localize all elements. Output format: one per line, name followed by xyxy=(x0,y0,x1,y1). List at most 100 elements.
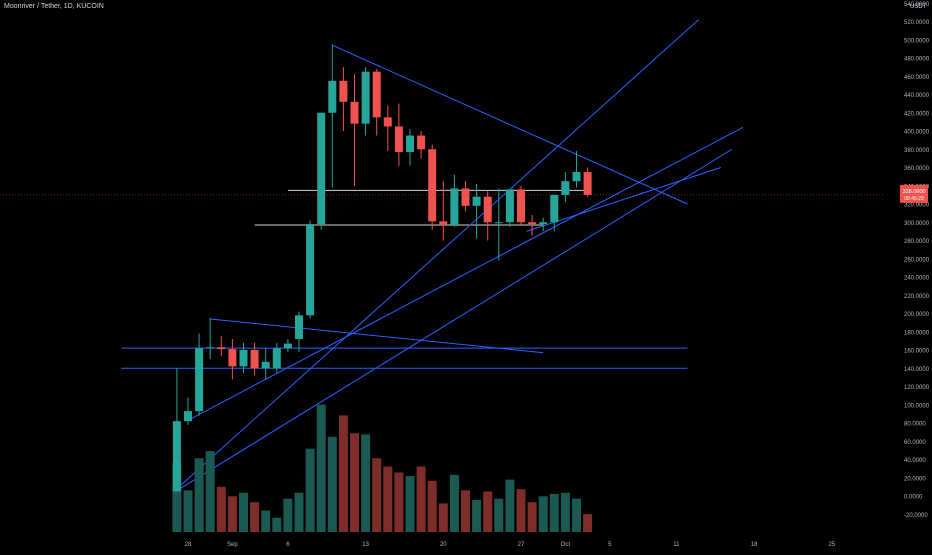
volume-bar xyxy=(549,493,559,532)
volume-bar xyxy=(449,474,459,532)
candle-body xyxy=(383,117,392,127)
trendline xyxy=(187,126,744,421)
trendline xyxy=(176,148,733,491)
volume-bar xyxy=(538,496,548,532)
candle-body xyxy=(283,343,292,349)
candle-body xyxy=(539,222,548,225)
x-tick-label: 20 xyxy=(440,542,447,548)
volume-bar xyxy=(527,502,537,532)
trendlines xyxy=(176,19,744,491)
trendline xyxy=(332,44,688,205)
candle-body xyxy=(295,315,303,340)
y-tick-label: 220.0000 xyxy=(904,294,930,300)
volume-bar xyxy=(494,498,504,532)
volume-bar xyxy=(283,498,293,532)
candle-body xyxy=(483,196,492,223)
volume-bar xyxy=(438,503,448,532)
candle-body xyxy=(394,126,403,152)
trendline xyxy=(176,19,699,490)
price-label-box xyxy=(900,184,928,203)
x-tick-label: 11 xyxy=(673,542,680,548)
candle-body xyxy=(372,71,381,118)
time-axis[interactable]: 28 Sep 6 13 20 27 Oct 5 11 18 25 xyxy=(185,542,836,548)
volume-bar xyxy=(583,514,593,532)
volume-bar xyxy=(516,489,526,532)
volume-bar xyxy=(505,479,515,532)
x-tick-label: 27 xyxy=(518,542,525,548)
currency-label: USDT xyxy=(910,4,927,10)
candle-body xyxy=(195,348,204,412)
candle-body xyxy=(583,172,592,195)
y-tick-label: 540.0000 xyxy=(904,2,930,8)
y-tick-label: 120.0000 xyxy=(904,385,930,391)
y-tick-label: 180.0000 xyxy=(904,330,930,336)
candles xyxy=(172,44,592,492)
volume-bar xyxy=(338,415,348,532)
y-tick-label: 100.0000 xyxy=(904,403,930,409)
volume-bar xyxy=(261,510,271,532)
volume-bar xyxy=(250,502,260,532)
candle-body xyxy=(317,112,326,225)
candle-body xyxy=(550,194,559,223)
volume-bar xyxy=(372,458,382,532)
candle-body xyxy=(417,135,426,150)
candle-body xyxy=(261,361,270,369)
y-tick-label: 20.0000 xyxy=(904,476,926,482)
volume-bar xyxy=(216,486,226,532)
x-tick-label: Oct xyxy=(561,542,571,548)
volume-bar xyxy=(239,492,248,532)
y-tick-label: 0.0000 xyxy=(904,495,923,501)
price-label-countdown: 08:45:29 xyxy=(904,196,924,202)
y-tick-label: 360.0000 xyxy=(904,166,930,172)
volume-bar xyxy=(194,458,204,532)
candle-body xyxy=(528,222,537,225)
x-tick-label: 5 xyxy=(608,542,612,548)
y-tick-label: 460.0000 xyxy=(904,75,930,81)
volume-bar xyxy=(383,466,393,532)
y-tick-label: 420.0000 xyxy=(904,111,930,117)
y-tick-label: 380.0000 xyxy=(904,148,930,154)
candle-body xyxy=(250,350,259,369)
price-label-value: 328.0600 xyxy=(903,189,926,195)
y-tick-label: 500.0000 xyxy=(904,38,930,44)
candle-body xyxy=(505,189,514,223)
volume-bar xyxy=(272,517,282,532)
y-tick-label: 240.0000 xyxy=(904,276,930,282)
volume-bar xyxy=(416,466,426,532)
volume-bar xyxy=(316,404,326,532)
candle-body xyxy=(572,172,581,182)
x-tick-label: Sep xyxy=(227,542,238,548)
volume-bar xyxy=(305,448,315,532)
candle-body xyxy=(239,350,248,367)
y-tick-label: 320.0000 xyxy=(904,203,930,209)
y-tick-label: 280.0000 xyxy=(904,239,930,245)
candle-body xyxy=(339,80,348,102)
candle-body xyxy=(350,101,359,124)
candle-body xyxy=(217,347,226,350)
volume-bar xyxy=(427,480,437,532)
candle-body xyxy=(361,71,370,124)
y-tick-label: 160.0000 xyxy=(904,349,930,355)
y-tick-label: 60.0000 xyxy=(904,440,926,446)
volume-bar xyxy=(294,492,304,532)
volume-bar xyxy=(461,490,470,532)
x-tick-label: 18 xyxy=(751,542,758,548)
candle-body xyxy=(561,181,570,195)
y-tick-label: 300.0000 xyxy=(904,221,930,227)
price-axis[interactable]: 540.0000 520.0000 500.0000 480.0000 460.0000… xyxy=(904,2,930,519)
volume-bar xyxy=(205,451,215,532)
y-tick-label: 80.0000 xyxy=(904,422,926,428)
candle-body xyxy=(306,224,315,316)
candle-body xyxy=(472,196,481,206)
volume-bar xyxy=(483,491,493,532)
y-tick-label: 440.0000 xyxy=(904,93,930,99)
candle-body xyxy=(172,421,181,492)
volume-bar xyxy=(350,433,359,532)
y-tick-label: 40.0000 xyxy=(904,458,926,464)
candle-body xyxy=(272,348,281,369)
candle-body xyxy=(328,80,337,113)
trendline xyxy=(526,167,721,232)
volume-bar xyxy=(183,490,193,532)
